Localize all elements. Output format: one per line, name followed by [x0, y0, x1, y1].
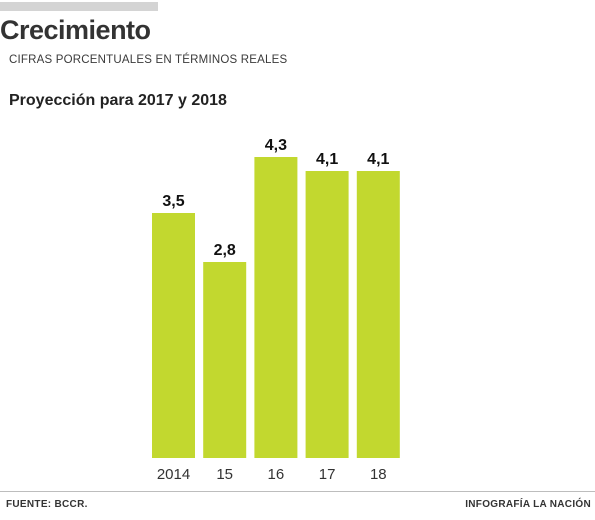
x-tick-label-2014: 2014	[157, 466, 190, 483]
chart-title: Crecimiento	[0, 15, 151, 45]
x-tick-label-16: 16	[268, 466, 285, 483]
data-label-2014: 3,5	[162, 193, 184, 210]
data-label-15: 2,8	[214, 242, 236, 259]
x-tick-label-18: 18	[370, 466, 387, 483]
x-tick-label-15: 15	[216, 466, 233, 483]
header-accent-bar	[0, 2, 158, 11]
bar-16	[254, 157, 298, 458]
source-note: FUENTE: BCCR.	[6, 499, 88, 510]
chart-subtitle: CIFRAS PORCENTUALES EN TÉRMINOS REALES	[9, 54, 288, 66]
data-label-16: 4,3	[265, 137, 287, 154]
bar-15	[203, 262, 247, 458]
section-heading: Proyección para 2017 y 2018	[9, 92, 227, 109]
footer-divider	[0, 491, 595, 492]
bar-18	[356, 171, 400, 458]
data-label-18: 4,1	[367, 151, 389, 168]
bar-chart: 3,5 2014 2,8 15 4,3 16 4,1 17 4,1 18	[152, 137, 400, 483]
credit-note: INFOGRAFÍA LA NACIÓN	[465, 499, 591, 510]
bar-2014	[152, 213, 195, 458]
bar-17	[305, 171, 349, 458]
data-label-17: 4,1	[316, 151, 338, 168]
x-tick-label-17: 17	[319, 466, 336, 483]
